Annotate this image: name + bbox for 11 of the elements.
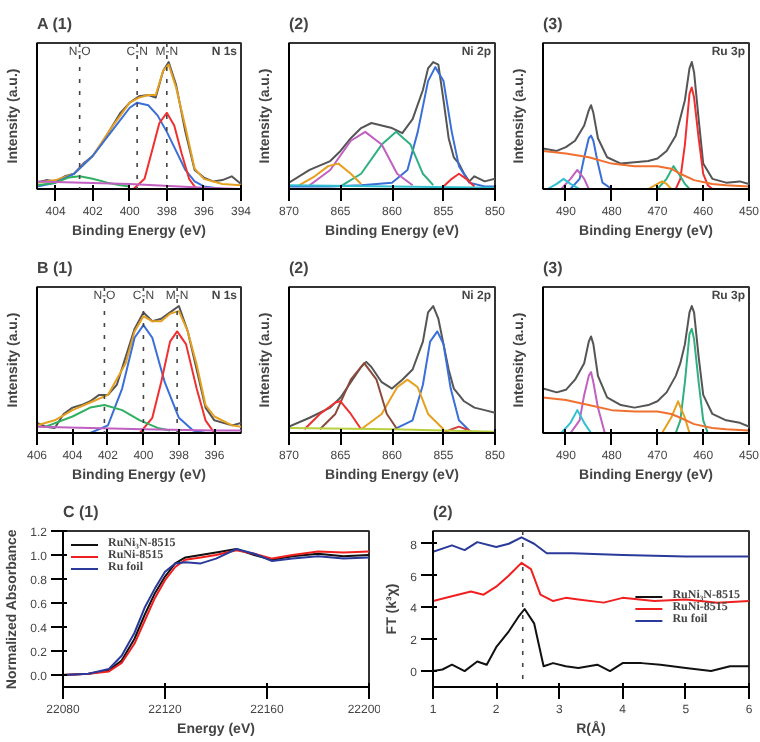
- line-series: [433, 536, 749, 558]
- chart-title: (2): [289, 259, 310, 277]
- chart-title: (2): [289, 15, 310, 33]
- chart-title: (3): [543, 259, 564, 277]
- chart-title: (2): [433, 503, 454, 521]
- chart-title: B (1): [37, 259, 74, 277]
- chart-title: C (1): [63, 503, 100, 521]
- line-series: [433, 608, 749, 673]
- line-series: [433, 561, 749, 604]
- chart-title: A (1): [37, 15, 73, 33]
- chart-title: (3): [543, 15, 564, 33]
